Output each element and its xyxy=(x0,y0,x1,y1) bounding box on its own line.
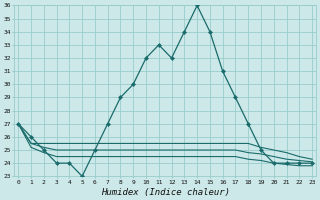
X-axis label: Humidex (Indice chaleur): Humidex (Indice chaleur) xyxy=(101,188,230,197)
